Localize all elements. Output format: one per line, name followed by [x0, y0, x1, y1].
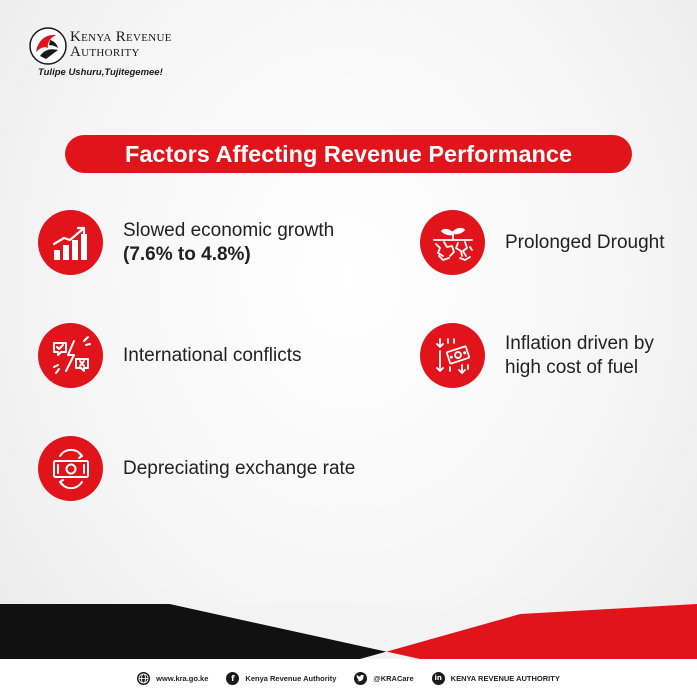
factor-label: Depreciating exchange rate — [123, 457, 355, 481]
factor-label-line2: (7.6% to 4.8%) — [123, 243, 251, 265]
twitter-icon — [354, 671, 368, 685]
logo-tagline: Tulipe Ushuru,Tujitegemee! — [38, 67, 163, 78]
footer-facebook[interactable]: f Kenya Revenue Authority — [226, 671, 337, 685]
footer-website-label: www.kra.go.ke — [156, 673, 209, 683]
factor-exchange-rate: Depreciating exchange rate — [38, 436, 355, 501]
factor-label-line1: Prolonged Drought — [505, 231, 665, 253]
footer-website[interactable]: www.kra.go.ke — [137, 671, 209, 685]
footer-linkedin[interactable]: in KENYA REVENUE AUTHORITY — [431, 671, 560, 685]
footer-facebook-label: Kenya Revenue Authority — [245, 673, 337, 683]
factor-international-conflicts: International conflicts — [38, 323, 302, 388]
footer: www.kra.go.ke f Kenya Revenue Authority … — [0, 659, 697, 697]
factor-label-line1: Inflation driven by — [505, 332, 654, 354]
factor-label: Inflation driven by high cost of fuel — [505, 332, 654, 380]
factor-label-line1: International conflicts — [123, 344, 302, 366]
factor-label-line2: high cost of fuel — [505, 356, 639, 378]
factor-label: Prolonged Drought — [505, 231, 665, 255]
facebook-icon: f — [226, 671, 240, 685]
footer-twitter-label: @KRACare — [373, 673, 414, 683]
factor-inflation: Inflation driven by high cost of fuel — [420, 323, 654, 388]
logo-name-line1: Kenya Revenue — [70, 29, 172, 45]
growth-chart-icon — [38, 210, 103, 275]
currency-exchange-icon — [38, 436, 103, 501]
conflict-icon — [38, 323, 103, 388]
factor-economic-growth: Slowed economic growth (7.6% to 4.8%) — [38, 210, 334, 275]
linkedin-icon: in — [431, 671, 445, 685]
factor-label: Slowed economic growth (7.6% to 4.8%) — [123, 219, 334, 267]
factor-drought: Prolonged Drought — [420, 210, 665, 275]
inflation-icon — [420, 323, 485, 388]
kra-lion-emblem-icon — [29, 27, 67, 65]
factor-label-line1: Slowed economic growth — [123, 219, 335, 241]
globe-icon — [137, 671, 151, 685]
decorative-bottom-band — [0, 604, 697, 659]
logo-name-line2: Authority — [70, 44, 140, 60]
page-title: Factors Affecting Revenue Performance — [65, 135, 632, 173]
factor-label-line1: Depreciating exchange rate — [123, 457, 356, 479]
footer-twitter[interactable]: @KRACare — [354, 671, 414, 685]
drought-icon — [420, 210, 485, 275]
footer-linkedin-label: KENYA REVENUE AUTHORITY — [450, 673, 560, 683]
factor-label: International conflicts — [123, 344, 302, 368]
logo-wordmark: Kenya Revenue Authority — [70, 30, 172, 60]
kra-logo: Kenya Revenue Authority Tulipe Ushuru,Tu… — [28, 24, 228, 84]
